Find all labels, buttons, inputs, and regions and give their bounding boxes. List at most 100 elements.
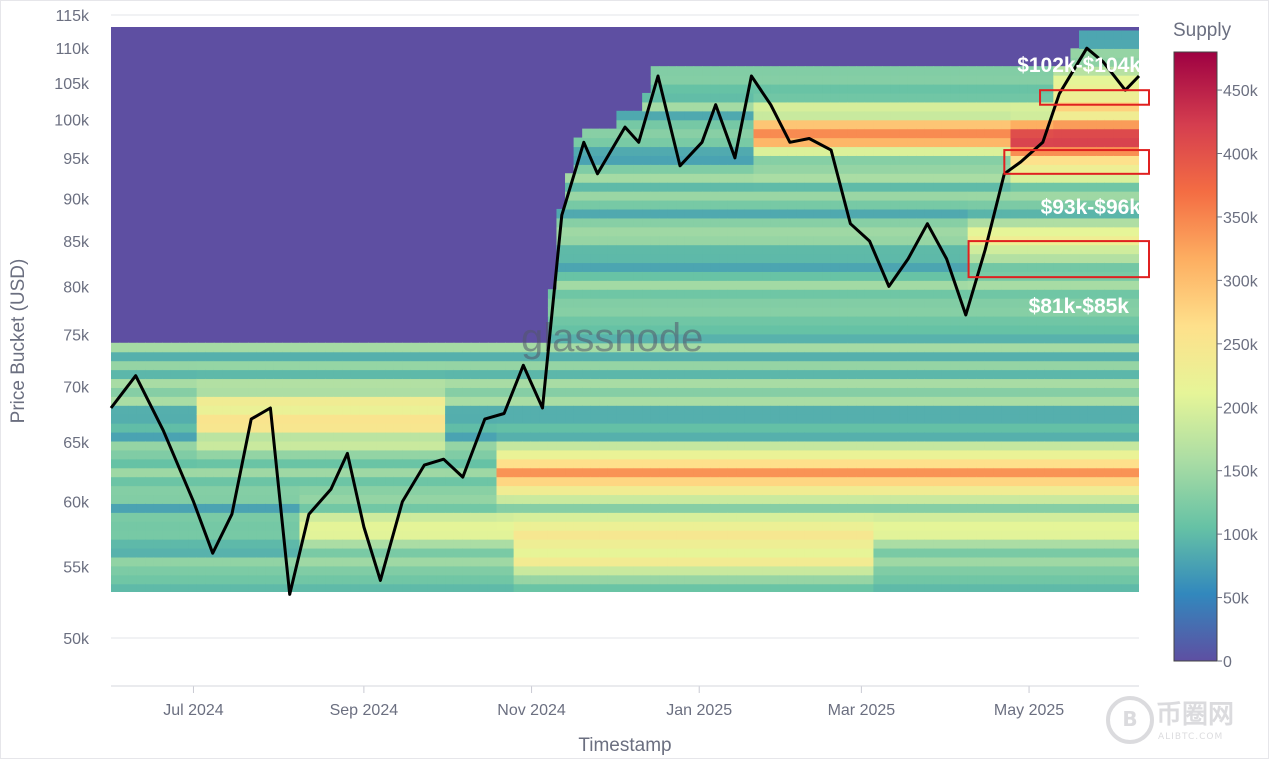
heatmap-cell <box>265 378 275 388</box>
heatmap-cell <box>796 155 806 165</box>
heatmap-cell <box>633 110 643 121</box>
heatmap-cell <box>959 271 969 281</box>
heatmap-cell <box>1062 593 1071 603</box>
heatmap-cell <box>693 449 703 460</box>
heatmap-cell <box>642 342 652 353</box>
heatmap-cell <box>607 324 618 335</box>
heatmap-cell <box>667 503 677 513</box>
heatmap-cell <box>650 539 660 549</box>
heatmap-cell <box>924 360 934 371</box>
heatmap-cell <box>890 351 900 362</box>
heatmap-cell <box>967 360 977 371</box>
heatmap-cell <box>462 423 472 433</box>
heatmap-cell <box>539 423 549 433</box>
heatmap-cell <box>864 173 875 183</box>
heatmap-cell <box>710 387 720 397</box>
heatmap-cell <box>1027 530 1037 540</box>
heatmap-cell <box>771 593 780 603</box>
heatmap-cell <box>959 449 969 460</box>
heatmap-cell <box>599 351 609 362</box>
heatmap-cell <box>179 387 189 397</box>
heatmap-cell <box>1036 182 1046 192</box>
heatmap-cell <box>710 333 720 344</box>
heatmap-cell <box>941 146 952 156</box>
heatmap-cell <box>256 476 266 487</box>
heatmap-cell <box>1027 539 1037 549</box>
heatmap-cell <box>744 191 755 201</box>
heatmap-cell <box>359 440 369 451</box>
heatmap-cell <box>230 387 241 397</box>
heatmap-cell <box>394 593 403 603</box>
heatmap-cell <box>393 360 403 371</box>
heatmap-cell <box>479 574 489 585</box>
heatmap-cell <box>607 253 618 264</box>
heatmap-cell <box>659 137 669 148</box>
heatmap-cell <box>916 182 926 192</box>
heatmap-cell <box>924 521 934 531</box>
heatmap-cell <box>1044 200 1054 210</box>
heatmap-cell <box>719 414 729 424</box>
heatmap-cell <box>659 485 669 496</box>
heatmap-cell <box>479 494 489 504</box>
heatmap-cell <box>453 387 463 397</box>
heatmap-cell <box>530 556 540 567</box>
heatmap-cell <box>676 191 686 201</box>
heatmap-cell <box>427 351 438 362</box>
heatmap-cell <box>111 369 121 380</box>
heatmap-cell <box>505 547 515 558</box>
heatmap-cell <box>659 66 669 76</box>
heatmap-cell <box>779 84 789 94</box>
heatmap-cell <box>453 351 463 362</box>
heatmap-cell <box>1019 378 1029 388</box>
heatmap-cell <box>505 467 515 478</box>
heatmap-cell <box>762 262 772 272</box>
heatmap-cell <box>899 137 909 148</box>
heatmap-cell <box>684 101 695 112</box>
heatmap-cell <box>1036 583 1046 592</box>
heatmap-cell <box>565 360 575 371</box>
heatmap-cell <box>736 137 746 148</box>
heatmap-cell <box>162 521 172 531</box>
heatmap-cell <box>864 137 875 148</box>
heatmap-cell <box>916 467 926 478</box>
heatmap-cell <box>136 378 146 388</box>
heatmap-cell <box>984 574 994 585</box>
heatmap-cell <box>984 262 994 272</box>
heatmap-cell <box>308 360 318 371</box>
heatmap-cell <box>111 494 121 504</box>
heatmap-cell <box>993 324 1003 335</box>
heatmap-cell <box>333 342 343 353</box>
heatmap-cell <box>864 440 875 451</box>
heatmap-cell <box>616 333 626 344</box>
heatmap-cell <box>582 155 592 165</box>
heatmap-cell <box>993 226 1003 237</box>
heatmap-cell <box>625 307 635 317</box>
heatmap-cell <box>299 521 309 531</box>
heatmap-cell <box>470 503 480 513</box>
heatmap-cell <box>1044 530 1054 540</box>
heatmap-cell <box>308 547 318 558</box>
heatmap-cell <box>702 476 712 487</box>
heatmap-cell <box>702 155 712 165</box>
heatmap-cell <box>179 503 189 513</box>
heatmap-cell <box>368 485 378 496</box>
heatmap-cell <box>710 262 720 272</box>
heatmap-cell <box>950 556 960 567</box>
heatmap-cell <box>547 449 558 460</box>
heatmap-cell <box>487 414 498 424</box>
heatmap-cell <box>230 440 241 451</box>
heatmap-cell <box>239 467 249 478</box>
heatmap-cell <box>111 378 121 388</box>
heatmap-cell <box>984 583 994 592</box>
heatmap-cell <box>299 593 308 603</box>
heatmap-cell <box>179 583 189 592</box>
heatmap-cell <box>573 360 583 371</box>
heatmap-cell <box>573 405 583 415</box>
heatmap-cell <box>753 440 763 451</box>
heatmap-cell <box>787 583 797 592</box>
heatmap-cell <box>1027 208 1037 219</box>
heatmap-cell <box>882 521 892 531</box>
heatmap-cell <box>796 458 806 469</box>
heatmap-cell <box>316 431 326 442</box>
heatmap-cell <box>659 271 669 281</box>
